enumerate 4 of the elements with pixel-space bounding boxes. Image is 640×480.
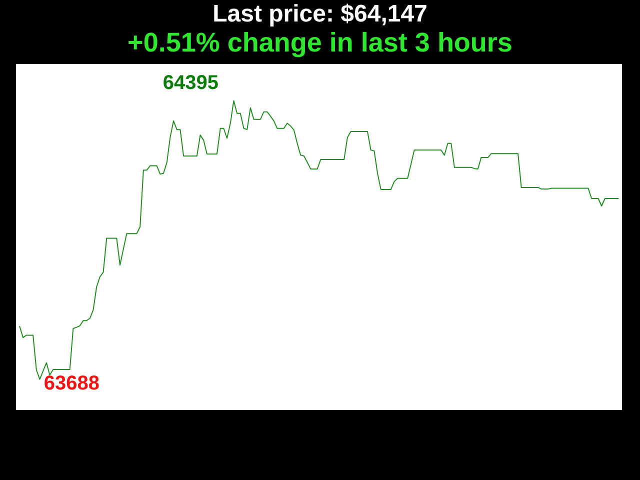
data-label: 63688 [44, 372, 100, 394]
chart-title: Last price: $64,147 [212, 0, 428, 28]
chart-subtitle: +0.51% change in last 3 hours [128, 28, 512, 58]
data-label: 64395 [162, 72, 219, 94]
